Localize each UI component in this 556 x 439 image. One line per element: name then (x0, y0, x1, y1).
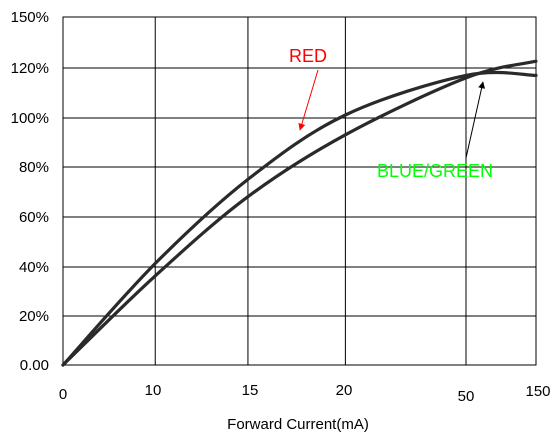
curves (61, 59, 538, 367)
y-tick-label: 80% (19, 159, 49, 176)
x-tick-label: 20 (336, 382, 353, 399)
y-tick-label: 100% (11, 110, 49, 127)
x-tick-label: 150 (525, 383, 550, 400)
series-line-blue-green (61, 59, 538, 367)
grid (62, 16, 537, 366)
x-tick-label: 50 (458, 388, 475, 405)
y-tick-label: 120% (11, 60, 49, 77)
x-axis-label: Forward Current(mA) (227, 416, 369, 433)
arrow-blue-green (465, 81, 486, 159)
series-label-blue-green: BLUE/GREEN (377, 161, 493, 181)
y-tick-label: 40% (19, 259, 49, 276)
x-ticks: 0 10 15 20 50 150 (59, 382, 551, 405)
annotations: RED BLUE/GREEN (289, 46, 493, 181)
x-tick-label: 10 (145, 382, 162, 399)
x-tick-label: 15 (242, 382, 259, 399)
series-line-red (61, 70, 538, 367)
y-ticks: 0.00 20% 40% 60% 80% 100% 120% 150% (11, 9, 49, 374)
arrow-red (298, 69, 319, 131)
y-tick-label: 60% (19, 209, 49, 226)
y-tick-label: 0.00 (20, 357, 49, 374)
series-label-red: RED (289, 46, 327, 66)
y-tick-label: 20% (19, 308, 49, 325)
x-tick-label: 0 (59, 386, 67, 403)
plot-border (62, 16, 537, 366)
y-tick-label: 150% (11, 9, 49, 26)
